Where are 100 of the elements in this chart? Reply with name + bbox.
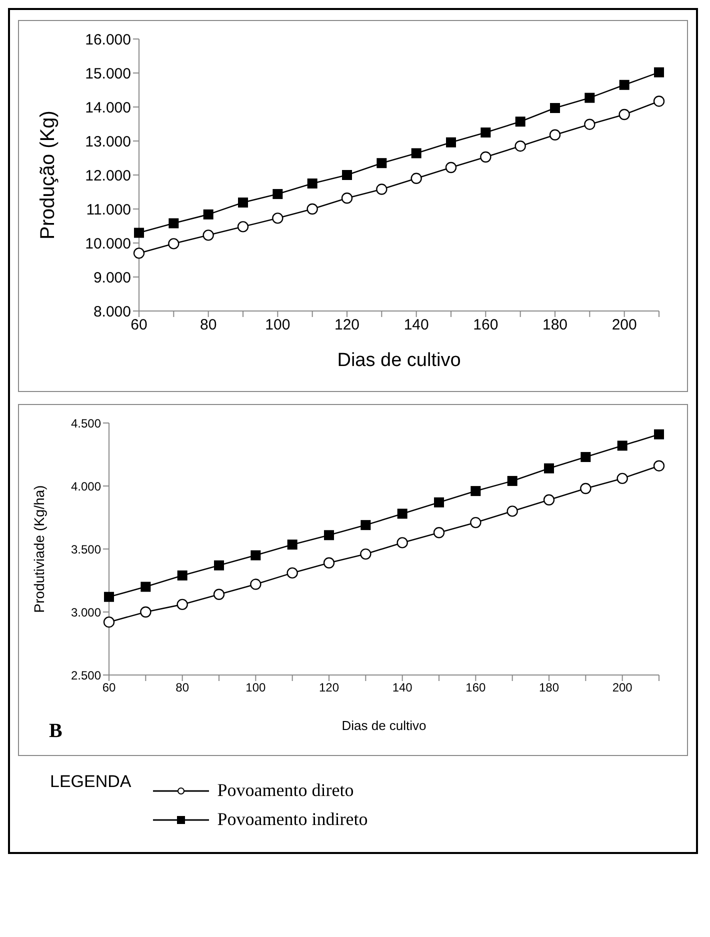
y-tick-label: 2.500 bbox=[70, 668, 102, 682]
point bbox=[306, 203, 318, 215]
point bbox=[168, 218, 179, 228]
x-tick-label: 140 bbox=[392, 680, 413, 695]
legend-label: Povoamento direto bbox=[217, 780, 354, 801]
point bbox=[480, 151, 492, 163]
x-tick-label: 100 bbox=[246, 680, 266, 695]
point bbox=[323, 557, 335, 568]
point bbox=[617, 440, 628, 451]
point bbox=[580, 452, 591, 462]
x-tick-label: 180 bbox=[538, 680, 560, 695]
point bbox=[272, 212, 284, 224]
point bbox=[470, 516, 482, 528]
point bbox=[411, 148, 422, 158]
x-tick-label: 80 bbox=[200, 316, 217, 334]
point bbox=[506, 506, 518, 517]
y-tick-label: 10.000 bbox=[85, 235, 131, 252]
point bbox=[653, 460, 665, 472]
point bbox=[376, 158, 387, 168]
point bbox=[214, 560, 224, 570]
y-tick-label: 13.000 bbox=[85, 133, 131, 150]
point bbox=[446, 137, 456, 148]
point bbox=[140, 582, 151, 592]
point bbox=[544, 463, 554, 474]
x-axis-title: Dias de cultivo bbox=[342, 718, 426, 733]
x-tick-label: 80 bbox=[176, 680, 190, 695]
point bbox=[176, 598, 188, 610]
point bbox=[433, 527, 445, 538]
point bbox=[550, 103, 560, 114]
point bbox=[202, 230, 214, 241]
x-tick-label: 60 bbox=[102, 680, 116, 695]
x-tick-label: 200 bbox=[612, 680, 633, 695]
point bbox=[515, 116, 526, 127]
y-tick-label: 3.000 bbox=[70, 605, 102, 620]
point bbox=[507, 476, 518, 486]
point bbox=[619, 80, 630, 90]
point bbox=[272, 189, 283, 200]
point bbox=[616, 472, 628, 484]
x-tick-label: 200 bbox=[612, 316, 637, 334]
text: B bbox=[49, 720, 62, 743]
point bbox=[514, 140, 526, 152]
point bbox=[324, 530, 334, 540]
x-tick-label: 160 bbox=[473, 316, 498, 334]
point bbox=[134, 228, 144, 238]
point bbox=[177, 570, 188, 580]
x-tick-label: 100 bbox=[265, 316, 290, 334]
x-tick-label: 160 bbox=[466, 680, 486, 695]
point bbox=[360, 520, 371, 530]
point bbox=[654, 429, 664, 440]
x-tick-label: 180 bbox=[542, 316, 568, 334]
point bbox=[653, 96, 665, 107]
x-tick-label: 120 bbox=[318, 680, 340, 695]
point bbox=[618, 108, 630, 120]
point bbox=[140, 606, 152, 618]
y-axis-title: Produtiviade (Kg/ha) bbox=[30, 485, 47, 613]
y-tick-label: 9.000 bbox=[93, 269, 131, 286]
y-tick-label: 16.000 bbox=[85, 31, 131, 48]
point bbox=[654, 67, 664, 78]
legend-title: LEGENDA bbox=[50, 772, 132, 792]
point bbox=[203, 209, 214, 220]
point bbox=[549, 129, 561, 140]
y-axis-title: Produção (Kg) bbox=[37, 110, 60, 240]
y-tick-label: 14.000 bbox=[85, 99, 131, 116]
point bbox=[341, 192, 353, 204]
y-tick-label: 11.000 bbox=[86, 201, 131, 218]
point bbox=[133, 248, 145, 259]
y-tick-label: 4.000 bbox=[70, 479, 102, 494]
x-tick-label: 140 bbox=[404, 316, 429, 334]
point bbox=[213, 588, 225, 600]
point bbox=[286, 567, 298, 579]
y-tick-label: 15.000 bbox=[85, 65, 131, 82]
y-tick-label: 8.000 bbox=[93, 303, 131, 320]
point bbox=[287, 540, 298, 550]
point bbox=[103, 616, 115, 628]
legend-label: Povoamento indireto bbox=[217, 809, 368, 830]
point bbox=[250, 550, 261, 560]
point bbox=[250, 578, 262, 590]
x-axis-title: Dias de cultivo bbox=[337, 350, 461, 371]
y-tick-label: 12.000 bbox=[85, 167, 131, 184]
point bbox=[470, 486, 481, 496]
point bbox=[434, 497, 444, 508]
point bbox=[237, 221, 249, 232]
point bbox=[376, 184, 388, 195]
point bbox=[397, 508, 408, 519]
point bbox=[543, 494, 555, 506]
point bbox=[342, 170, 352, 180]
point bbox=[307, 178, 318, 188]
point bbox=[580, 482, 592, 494]
point bbox=[445, 162, 457, 174]
point bbox=[410, 172, 422, 184]
point bbox=[104, 592, 114, 602]
point bbox=[238, 198, 248, 208]
y-tick-label: 3.500 bbox=[70, 542, 102, 556]
x-tick-label: 60 bbox=[130, 316, 148, 334]
point bbox=[396, 537, 408, 548]
point bbox=[584, 92, 595, 103]
point bbox=[584, 118, 596, 130]
point bbox=[360, 548, 372, 560]
x-tick-label: 120 bbox=[334, 316, 360, 334]
point bbox=[168, 238, 180, 250]
